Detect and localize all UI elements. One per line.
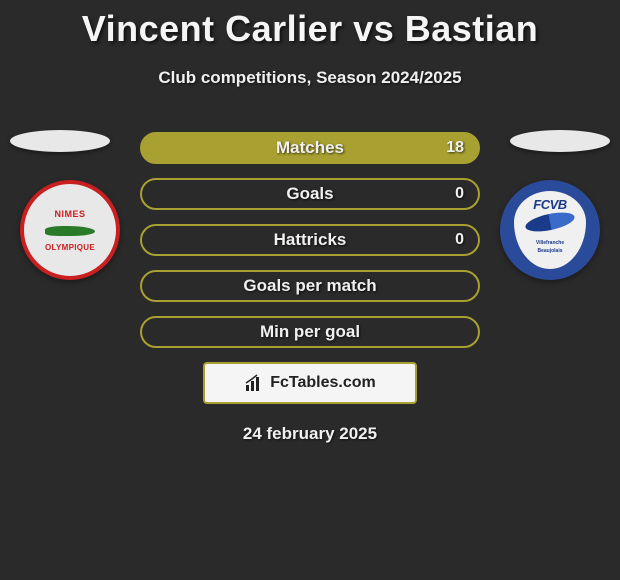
club-name-bottom-left: OLYMPIQUE (45, 243, 95, 252)
club-full-right-2: Beaujolais (537, 248, 562, 254)
stat-label: Hattricks (274, 230, 347, 250)
stat-row: Goals 0 (140, 178, 480, 210)
crocodile-icon (40, 223, 100, 239)
club-badge-right: FCVB Villefranche Beaujolais (500, 180, 600, 280)
stat-row: Min per goal (140, 316, 480, 348)
subtitle: Club competitions, Season 2024/2025 (0, 68, 620, 88)
comparison-content: NIMES OLYMPIQUE FCVB Villefranche Beaujo… (0, 132, 620, 444)
stat-value-right: 0 (455, 231, 464, 249)
club-badge-left: NIMES OLYMPIQUE (20, 180, 120, 280)
club-full-right-1: Villefranche (536, 240, 564, 246)
player-slot-left (10, 130, 110, 152)
date-label: 24 february 2025 (0, 424, 620, 444)
club-short-right: FCVB (533, 197, 566, 212)
stat-value-right: 18 (446, 139, 464, 157)
stat-label: Matches (276, 138, 344, 158)
stats-container: Matches 18 Goals 0 Hattricks 0 Goals per match… (140, 132, 480, 348)
footer-brand-text: FcTables.com (270, 374, 376, 392)
chart-icon (244, 373, 264, 393)
stat-row: Hattricks 0 (140, 224, 480, 256)
page-title: Vincent Carlier vs Bastian (0, 0, 620, 50)
stat-label: Min per goal (260, 322, 360, 342)
club-name-top-left: NIMES (54, 209, 85, 219)
stat-row: Goals per match (140, 270, 480, 302)
footer-brand-box: FcTables.com (203, 362, 417, 404)
stat-label: Goals per match (243, 276, 376, 296)
player-slot-right (510, 130, 610, 152)
shield-icon: FCVB Villefranche Beaujolais (514, 191, 586, 269)
swoosh-icon (525, 214, 575, 238)
stat-label: Goals (286, 184, 333, 204)
stat-value-right: 0 (455, 185, 464, 203)
stat-row: Matches 18 (140, 132, 480, 164)
